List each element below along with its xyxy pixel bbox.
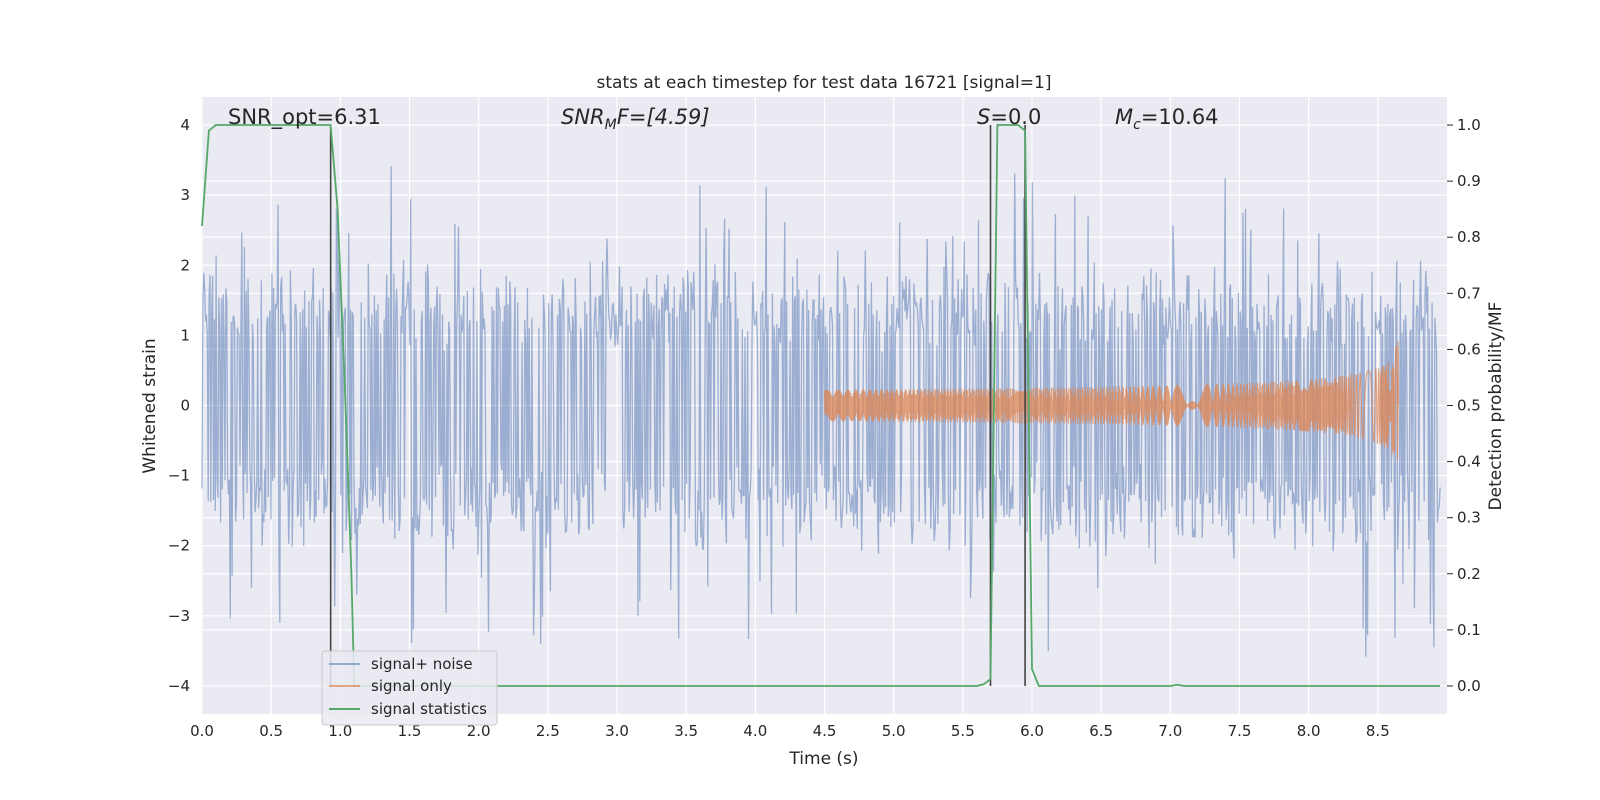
signal-only-line [823, 341, 1400, 460]
x-tick-label: 6.0 [1020, 722, 1044, 740]
annotation-snr-opt: SNR_opt=6.31 [228, 105, 381, 130]
x-tick-label: 8.0 [1297, 722, 1321, 740]
x-tick-label: 3.5 [674, 722, 698, 740]
annotation-mc-name: M [1115, 105, 1133, 129]
legend-box [321, 650, 498, 726]
x-tick-label: 5.0 [882, 722, 906, 740]
x-tick-label: 6.5 [1089, 722, 1113, 740]
legend-label-signal-noise: signal+ noise [371, 655, 473, 673]
x-tick-label: 4.5 [813, 722, 837, 740]
annotation-mc-sub: c [1133, 117, 1141, 133]
x-tick-label: 1.5 [398, 722, 422, 740]
x-tick-label: 4.0 [743, 722, 767, 740]
x-tick-label: 7.5 [1228, 722, 1252, 740]
y-tick-label: 2 [180, 256, 190, 274]
vertical-markers [329, 125, 1026, 686]
series-signal-only [823, 341, 1400, 460]
y-axis-ticks: 4 3 2 1 0 −1 −2 −3 −4 [168, 116, 190, 695]
x-axis-ticks: 0.0 0.5 1.0 1.5 2.0 2.5 3.0 3.5 4.0 4.5 5.0 5.5 6.0 6… [190, 722, 1390, 740]
annotation-s-rest: =0.0 [990, 105, 1041, 129]
y-right-tick-label: 0.3 [1457, 509, 1481, 527]
y-tick-label: 4 [180, 116, 190, 134]
x-tick-label: 8.5 [1366, 722, 1390, 740]
y-right-tick-label: 0.5 [1457, 397, 1481, 415]
y-tick-label: −1 [168, 467, 190, 485]
y-right-tick-label: 0.2 [1457, 565, 1481, 583]
annotation-s-name: S [977, 105, 990, 129]
x-tick-label: 7.0 [1158, 722, 1182, 740]
y-axis-label: Whitened strain [140, 338, 160, 473]
legend-label-signal-only: signal only [371, 677, 452, 695]
y-right-tick-label: 0.8 [1457, 228, 1481, 246]
series-signal-noise [201, 166, 1441, 657]
y-right-tick-label: 1.0 [1457, 116, 1481, 134]
y-tick-label: −4 [168, 677, 190, 695]
series-signal-statistics [201, 124, 1441, 687]
y-right-tick-label: 0.1 [1457, 621, 1481, 639]
annotation-s: S=0.0 [977, 105, 1041, 129]
y-tick-label: 0 [180, 397, 190, 415]
annotation-mc-rest: =10.64 [1141, 105, 1219, 129]
y-tick-label: 1 [180, 326, 190, 344]
y-tick-label: 3 [180, 186, 190, 204]
y-right-axis-ticks: 1.0 0.9 0.8 0.7 0.6 0.5 0.4 0.3 0.2 0.1 0.0 [1447, 116, 1481, 695]
y-tick-label: −3 [168, 607, 190, 625]
x-tick-label: 2.5 [536, 722, 560, 740]
x-axis-label: Time (s) [788, 749, 858, 769]
legend: signal+ noise signal only signal statist… [321, 650, 498, 726]
x-tick-label: 5.5 [951, 722, 975, 740]
annotation-snr-mf-rest: F=[4.59] [617, 105, 710, 129]
annotation-snr-mf-name: SNR [561, 105, 605, 129]
annotation-snr-mf: SNRMF=[4.59] [561, 105, 710, 133]
x-tick-label: 0.0 [190, 722, 214, 740]
chart-title: stats at each timestep for test data 167… [597, 73, 1052, 93]
y-right-tick-label: 0.0 [1457, 677, 1481, 695]
x-tick-label: 1.0 [328, 722, 352, 740]
y-right-tick-label: 0.6 [1457, 340, 1481, 358]
y-right-tick-label: 0.7 [1457, 284, 1481, 302]
x-tick-label: 0.5 [259, 722, 283, 740]
y-right-tick-label: 0.9 [1457, 172, 1481, 190]
y-tick-label: −2 [168, 537, 190, 555]
signal-statistics-line [201, 124, 1441, 687]
signal-noise-line [201, 166, 1441, 657]
annotation-snr-mf-sub: M [605, 117, 617, 133]
annotation-mc: Mc=10.64 [1115, 105, 1219, 133]
legend-label-signal-statistics: signal statistics [371, 700, 487, 718]
y-right-tick-label: 0.4 [1457, 453, 1481, 471]
x-tick-label: 2.0 [467, 722, 491, 740]
x-tick-label: 3.0 [605, 722, 629, 740]
y-right-axis-label: Detection probability/MF [1486, 302, 1506, 511]
